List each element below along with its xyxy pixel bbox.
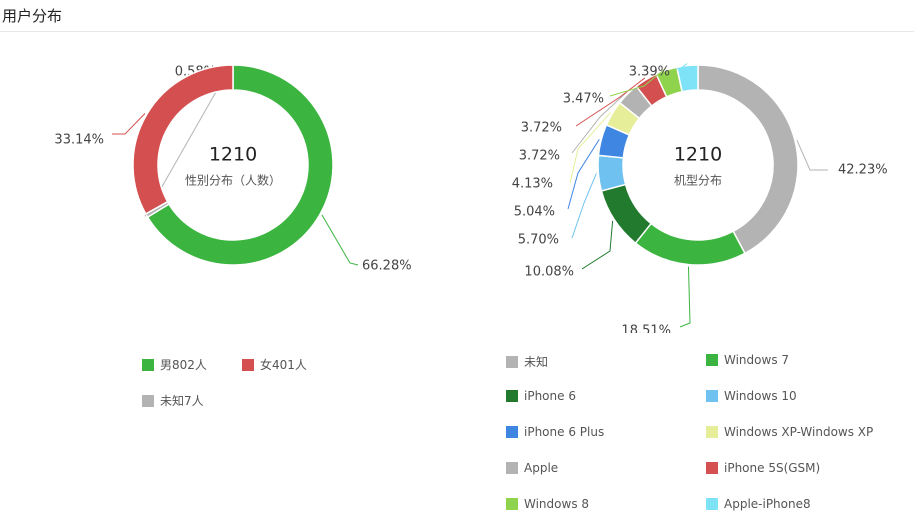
legend-label: 未知: [524, 355, 549, 369]
percent-label: 42.23%: [838, 163, 888, 178]
legend-swatch: [706, 354, 718, 366]
legend-label: 未知7人: [160, 394, 204, 408]
legend-label: Apple: [524, 461, 559, 475]
label-leader-line: [569, 112, 612, 184]
page-header: 用户分布: [0, 0, 914, 32]
percent-label: 66.28%: [362, 259, 412, 274]
legend-swatch: [506, 355, 518, 368]
legend-item[interactable]: 未知7人: [142, 392, 204, 409]
label-leader-line: [679, 266, 691, 328]
center-label: 性别分布（人数）: [185, 173, 281, 188]
legend-item[interactable]: Windows 8: [506, 497, 589, 511]
legend-swatch: [242, 358, 254, 371]
legend-label: iPhone 6 Plus: [524, 425, 605, 439]
label-leader-line: [567, 139, 600, 210]
donut-slice[interactable]: [634, 222, 746, 266]
label-leader-line: [609, 67, 667, 97]
donut-slice[interactable]: [146, 64, 334, 266]
label-leader-line: [675, 63, 688, 70]
donut-slice[interactable]: [132, 64, 234, 215]
legend-item[interactable]: Apple: [506, 461, 558, 475]
legend-item[interactable]: Windows 7: [706, 353, 789, 367]
center-total: 1210: [209, 144, 257, 166]
percent-label: 3.47%: [563, 92, 604, 107]
legend-item[interactable]: 女401人: [242, 356, 307, 373]
legend-swatch: [506, 498, 518, 510]
legend-swatch: [142, 394, 154, 407]
percent-label: 4.13%: [512, 177, 553, 192]
center-label: 机型分布: [674, 174, 722, 188]
label-leader-line: [575, 77, 646, 127]
legend-swatch: [506, 390, 518, 402]
legend-swatch: [706, 462, 718, 474]
legend-swatch: [706, 390, 718, 402]
legend-item[interactable]: Windows 10: [706, 389, 797, 403]
percent-label: 3.39%: [629, 65, 670, 80]
label-leader-line: [796, 140, 828, 171]
legend-swatch: [506, 462, 518, 474]
percent-label: 5.70%: [518, 233, 559, 248]
percent-label: 18.51%: [621, 324, 671, 334]
legend-item[interactable]: iPhone 6 Plus: [506, 425, 604, 439]
percent-label: 3.72%: [521, 121, 562, 136]
legend-label: 男802人: [160, 358, 207, 372]
donut-slice[interactable]: [597, 154, 627, 192]
label-leader-line: [571, 173, 597, 239]
legend-swatch: [706, 426, 718, 438]
legend-swatch: [506, 426, 518, 438]
legend-label: Windows 10: [724, 389, 797, 403]
legend-item[interactable]: iPhone 6: [506, 389, 576, 403]
legend-swatch: [142, 358, 154, 371]
label-leader-line: [581, 220, 614, 270]
page-title: 用户分布: [2, 7, 63, 25]
legend-item[interactable]: Apple-iPhone8: [706, 497, 811, 511]
legend-item[interactable]: 男802人: [142, 356, 207, 373]
center-total: 1210: [674, 144, 722, 166]
percent-label: 33.14%: [54, 133, 104, 148]
legend-label: 女401人: [260, 358, 307, 372]
percent-label: 5.04%: [514, 205, 555, 220]
legend-label: Windows 8: [524, 497, 590, 511]
legend-item[interactable]: Windows XP-Windows XP: [706, 425, 873, 439]
label-leader-line: [112, 113, 146, 135]
label-leader-line: [571, 92, 627, 154]
legend-item[interactable]: 未知: [506, 353, 548, 370]
legend-swatch: [706, 498, 718, 510]
legend-item[interactable]: iPhone 5S(GSM): [706, 461, 820, 475]
percent-label: 3.72%: [519, 149, 560, 164]
legend-label: iPhone 6: [524, 389, 576, 403]
percent-label: 10.08%: [524, 265, 574, 280]
device-donut-chart: 42.23%18.51%10.08%5.70%5.04%4.13%3.72%3.…: [512, 63, 888, 334]
legend-label: iPhone 5S(GSM): [724, 461, 821, 475]
legend-label: Windows 7: [724, 353, 790, 367]
legend-label: Windows XP-Windows XP: [724, 425, 874, 439]
label-leader-line: [321, 214, 359, 266]
legend-label: Apple-iPhone8: [724, 497, 811, 511]
